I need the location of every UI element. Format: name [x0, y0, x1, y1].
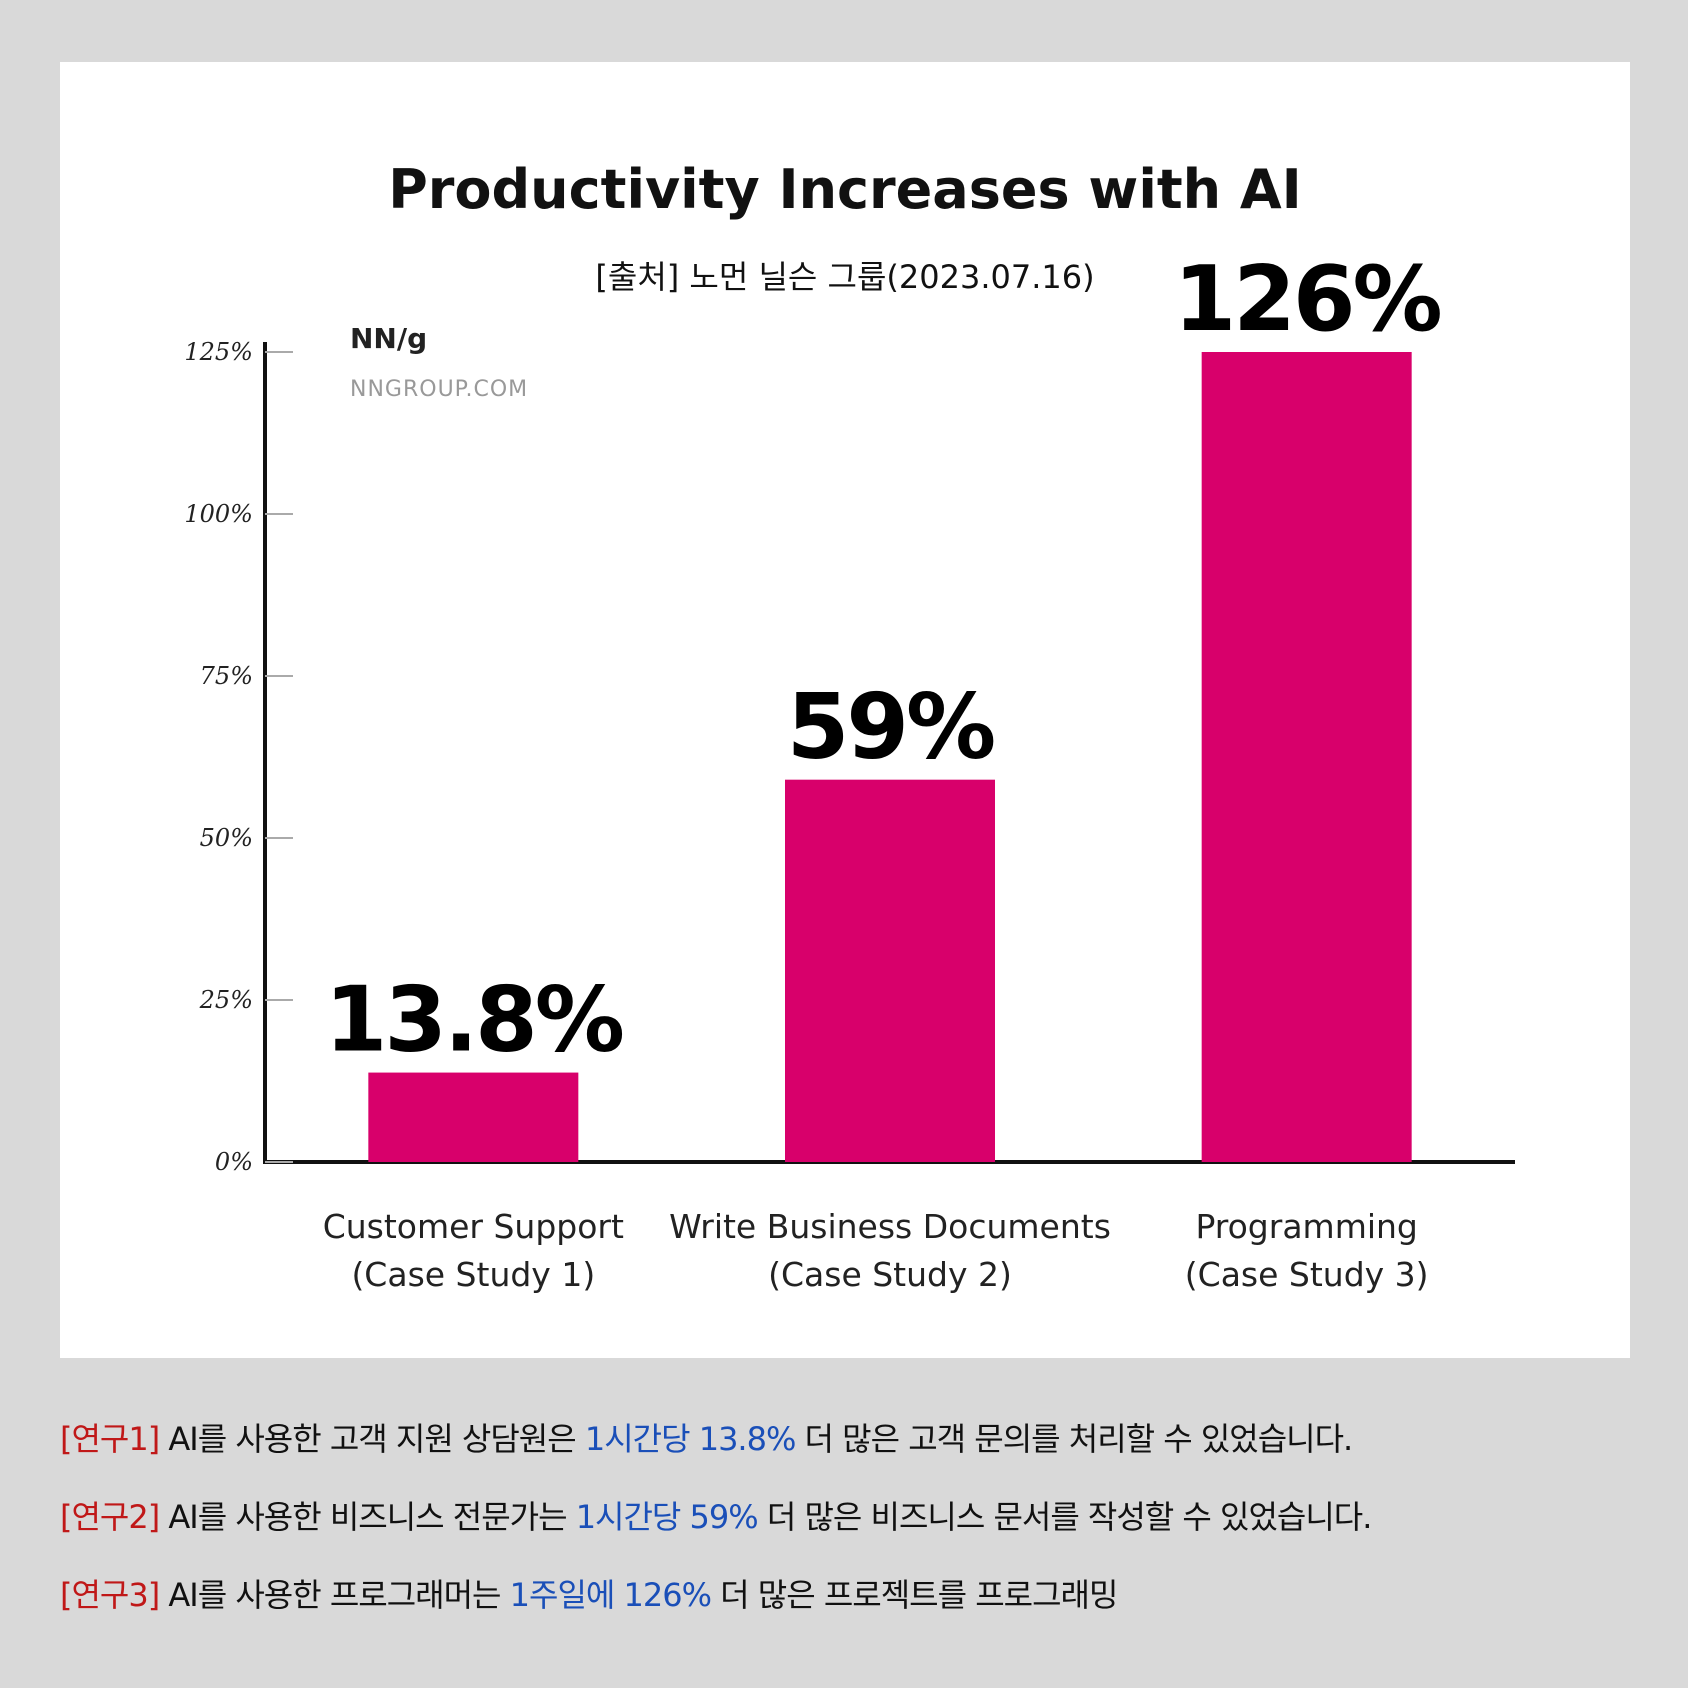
- x-tick-label: Customer Support: [323, 1207, 624, 1246]
- note-highlight: 1시간당 59%: [575, 1498, 759, 1536]
- brand-url: NNGROUP.COM: [350, 377, 528, 402]
- note-study-1: [연구1] AI를 사용한 고객 지원 상담원은 1시간당 13.8% 더 많은…: [60, 1420, 1660, 1498]
- bar: [785, 779, 995, 1162]
- y-tick-label: 75%: [200, 662, 253, 690]
- note-tag: [연구3]: [60, 1576, 160, 1614]
- x-tick-label: Programming: [1195, 1207, 1417, 1246]
- note-text: 더 많은 비즈니스 문서를 작성할 수 있었습니다.: [757, 1498, 1373, 1536]
- note-text: AI를 사용한 고객 지원 상담원은: [159, 1420, 585, 1458]
- x-tick-sublabel: (Case Study 2): [768, 1255, 1012, 1294]
- note-text: 더 많은 프로젝트를 프로그래밍: [710, 1576, 1118, 1614]
- x-tick-sublabel: (Case Study 3): [1185, 1255, 1429, 1294]
- x-tick-label: Write Business Documents: [669, 1207, 1111, 1246]
- y-tick-label: 100%: [184, 500, 253, 528]
- note-tag: [연구2]: [60, 1498, 160, 1536]
- note-study-2: [연구2] AI를 사용한 비즈니스 전문가는 1시간당 59% 더 많은 비즈…: [60, 1498, 1660, 1576]
- chart-subtitle: [출처] 노먼 닐슨 그룹(2023.07.16): [595, 258, 1094, 296]
- x-tick-sublabel: (Case Study 1): [351, 1255, 595, 1294]
- bar: [368, 1072, 579, 1162]
- data-label: 126%: [1174, 247, 1441, 352]
- brand-logo: NN/g: [350, 322, 427, 355]
- data-label: 59%: [787, 675, 994, 780]
- bar-chart: Productivity Increases with AI [출처] 노먼 닐…: [184, 158, 1515, 1294]
- y-tick-label: 0%: [215, 1148, 253, 1176]
- y-tick-label: 125%: [184, 338, 253, 366]
- bar: [1201, 352, 1412, 1162]
- y-tick-label: 25%: [199, 986, 253, 1014]
- chart-title: Productivity Increases with AI: [388, 158, 1302, 221]
- y-tick-label: 50%: [200, 824, 253, 852]
- note-text: 더 많은 고객 문의를 처리할 수 있었습니다.: [795, 1420, 1354, 1458]
- note-tag: [연구1]: [60, 1420, 160, 1458]
- note-highlight: 1주일에 126%: [509, 1576, 712, 1614]
- notes-section: [연구1] AI를 사용한 고객 지원 상담원은 1시간당 13.8% 더 많은…: [60, 1420, 1660, 1654]
- data-label: 13.8%: [325, 968, 623, 1073]
- chart-card: Productivity Increases with AI [출처] 노먼 닐…: [60, 62, 1630, 1358]
- note-text: AI를 사용한 비즈니스 전문가는: [159, 1498, 576, 1536]
- note-highlight: 1시간당 13.8%: [584, 1420, 797, 1458]
- note-text: AI를 사용한 프로그래머는: [159, 1576, 510, 1614]
- note-study-3: [연구3] AI를 사용한 프로그래머는 1주일에 126% 더 많은 프로젝트…: [60, 1576, 1660, 1654]
